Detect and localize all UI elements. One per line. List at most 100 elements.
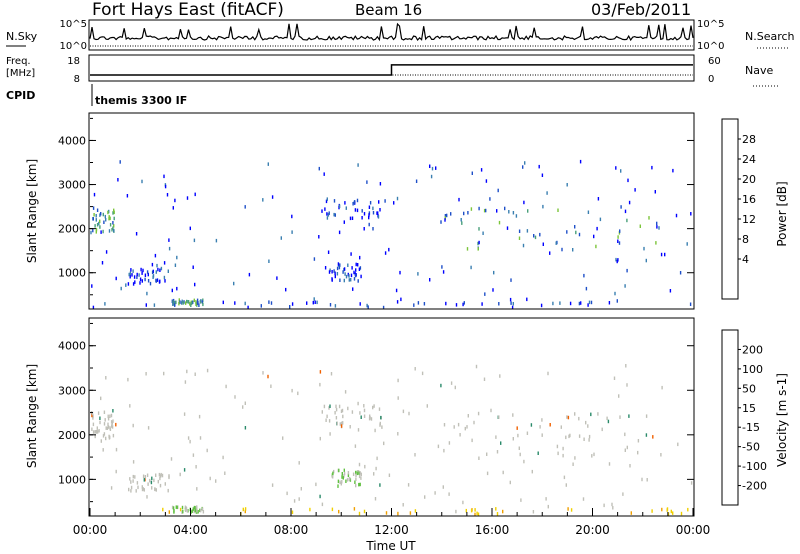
velocity-cell bbox=[206, 448, 208, 453]
velocity-cell bbox=[102, 434, 105, 438]
velocity-cell bbox=[363, 414, 366, 418]
velocity-cell bbox=[630, 511, 632, 515]
power-cell bbox=[164, 279, 166, 283]
power-cell bbox=[323, 172, 325, 176]
velocity-cell bbox=[471, 438, 473, 443]
power-cell bbox=[135, 232, 138, 236]
velocity-cell bbox=[291, 388, 293, 393]
power-cell bbox=[336, 266, 339, 271]
power-cell bbox=[619, 229, 621, 233]
power-cell bbox=[178, 298, 180, 302]
cpid-text: themis 3300 IF bbox=[95, 94, 187, 107]
velocity-cell bbox=[467, 414, 469, 418]
power-cell bbox=[400, 297, 402, 302]
power-cell bbox=[99, 225, 101, 229]
velocity-cell bbox=[92, 414, 94, 418]
y-tick-label: 1000 bbox=[58, 267, 86, 280]
power-cell bbox=[561, 247, 563, 252]
velocity-cell bbox=[107, 425, 110, 429]
power-cell bbox=[174, 303, 176, 307]
y-tick-label: 2000 bbox=[58, 223, 86, 236]
power-cell bbox=[326, 216, 329, 220]
power-cell bbox=[268, 259, 270, 263]
power-cell bbox=[147, 279, 150, 283]
velocity-cell bbox=[677, 442, 679, 447]
power-colorbar-tick-label: 4 bbox=[742, 253, 749, 266]
power-cell bbox=[518, 229, 521, 233]
velocity-cell bbox=[291, 510, 294, 514]
velocity-cell bbox=[91, 427, 93, 431]
velocity-cell bbox=[346, 478, 349, 482]
velocity-cell bbox=[99, 416, 101, 420]
power-cell bbox=[120, 286, 122, 291]
freq-strip-frame bbox=[88, 54, 695, 82]
power-cell bbox=[321, 209, 323, 213]
velocity-cell bbox=[565, 483, 567, 487]
velocity-cell bbox=[194, 372, 196, 376]
velocity-cell bbox=[590, 412, 592, 417]
velocity-cell bbox=[381, 425, 383, 429]
velocity-cell bbox=[562, 446, 564, 451]
power-cell bbox=[366, 303, 368, 308]
power-cell bbox=[140, 267, 142, 272]
power-cell bbox=[628, 200, 631, 205]
power-cell bbox=[99, 213, 101, 217]
power-cell bbox=[353, 270, 355, 275]
velocity-cell bbox=[147, 426, 150, 430]
power-cell bbox=[133, 275, 136, 279]
velocity-cell bbox=[608, 462, 611, 466]
freq-left-tick-bottom: 8 bbox=[74, 74, 80, 85]
power-cell bbox=[618, 241, 621, 245]
power-cell bbox=[444, 214, 447, 218]
power-cell bbox=[119, 160, 121, 164]
power-cell bbox=[189, 302, 191, 306]
power-cell bbox=[656, 221, 658, 226]
nsky-series bbox=[89, 22, 694, 42]
velocity-cell bbox=[349, 477, 351, 481]
velocity-cell bbox=[192, 453, 195, 457]
velocity-ylabel: Slant Range [km] bbox=[25, 364, 39, 468]
velocity-cell bbox=[110, 486, 113, 490]
velocity-cell bbox=[158, 472, 161, 477]
velocity-cell bbox=[352, 472, 355, 476]
velocity-cell bbox=[186, 369, 188, 374]
power-cell bbox=[651, 165, 653, 170]
power-cell bbox=[183, 300, 185, 304]
power-cell bbox=[172, 300, 174, 304]
power-cell bbox=[95, 227, 98, 232]
velocity-cell bbox=[500, 441, 502, 445]
power-cell bbox=[485, 208, 487, 213]
velocity-cell bbox=[666, 507, 669, 511]
velocity-cell bbox=[330, 372, 333, 376]
freq-right-tick-top: 60 bbox=[708, 56, 721, 67]
velocity-cell bbox=[112, 419, 114, 423]
power-colorbar-tick-label: 28 bbox=[742, 133, 756, 146]
power-cell bbox=[111, 228, 113, 232]
velocity-cell bbox=[159, 476, 161, 481]
velocity-cell bbox=[567, 415, 570, 420]
velocity-cell bbox=[127, 377, 129, 382]
power-cell bbox=[557, 208, 559, 212]
velocity-cell bbox=[100, 439, 102, 443]
velocity-cell bbox=[601, 427, 603, 432]
power-cell bbox=[132, 282, 135, 286]
power-colorbar-tick-label: 24 bbox=[742, 153, 756, 166]
power-cell bbox=[596, 226, 598, 231]
velocity-cell bbox=[562, 453, 564, 458]
power-cell bbox=[130, 268, 132, 272]
velocity-cell bbox=[179, 507, 182, 512]
velocity-cell bbox=[661, 385, 663, 390]
velocity-cell bbox=[142, 474, 145, 478]
velocity-cell bbox=[215, 479, 217, 483]
velocity-cell bbox=[107, 414, 109, 419]
velocity-cell bbox=[342, 476, 344, 480]
velocity-cell bbox=[637, 450, 639, 455]
power-cell bbox=[656, 225, 658, 229]
velocity-cell bbox=[262, 371, 264, 375]
power-cell bbox=[244, 205, 246, 209]
power-colorbar-label: Power [dB] bbox=[775, 181, 789, 246]
velocity-cell bbox=[359, 471, 361, 475]
velocity-cell bbox=[414, 453, 416, 457]
power-cell bbox=[415, 179, 418, 183]
